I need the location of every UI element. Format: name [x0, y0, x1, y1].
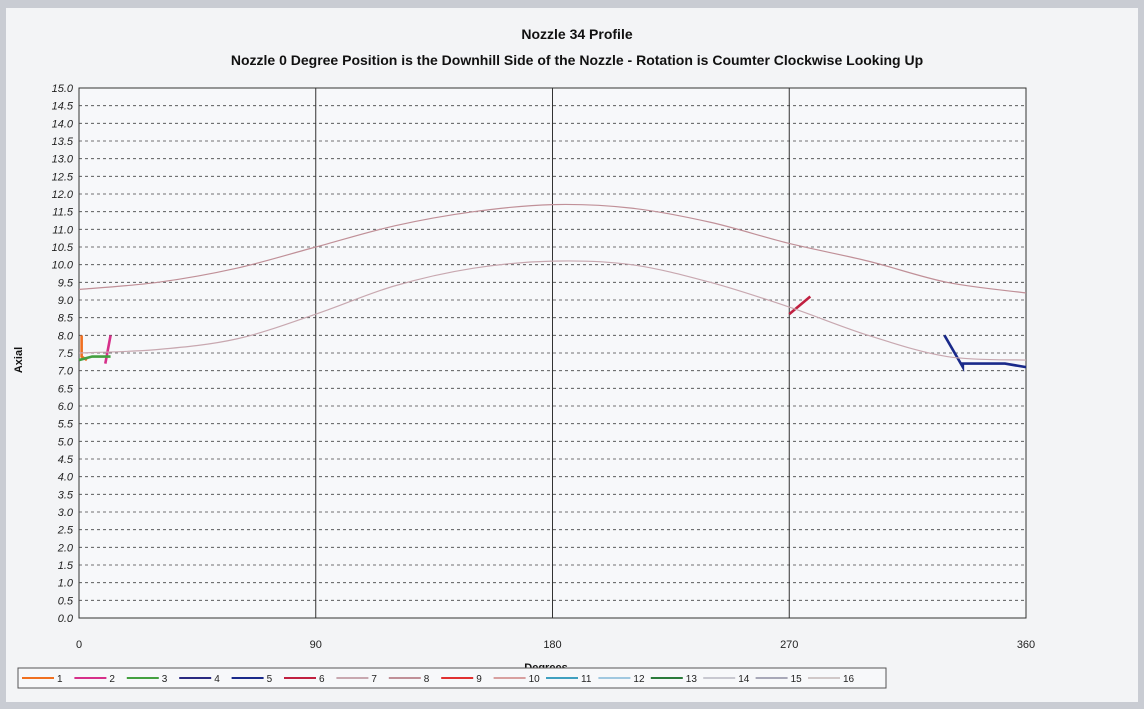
x-tick-label: 0 — [76, 639, 82, 651]
y-tick-label: 0.0 — [58, 613, 74, 625]
legend-label-7: 7 — [371, 674, 377, 685]
y-tick-label: 10.5 — [52, 242, 74, 254]
y-axis-title: Axial — [13, 347, 25, 373]
y-tick-label: 7.5 — [58, 348, 74, 360]
legend-label-6: 6 — [319, 674, 325, 685]
y-tick-label: 10.0 — [52, 260, 74, 272]
y-tick-label: 14.0 — [52, 118, 74, 130]
y-tick-label: 11.5 — [52, 207, 73, 219]
legend-label-12: 12 — [633, 674, 645, 685]
y-tick-label: 6.5 — [58, 383, 74, 395]
chart-subtitle: Nozzle 0 Degree Position is the Downhill… — [231, 52, 923, 68]
y-tick-label: 5.5 — [58, 419, 74, 431]
legend-label-8: 8 — [424, 674, 430, 685]
x-tick-label: 180 — [543, 639, 561, 651]
y-tick-label: 13.0 — [52, 154, 74, 166]
series-line-7 — [78, 260, 1027, 361]
y-tick-label: 8.0 — [58, 330, 74, 342]
y-tick-label: 14.5 — [52, 101, 74, 113]
y-tick-label: 9.5 — [58, 277, 74, 289]
legend-label-16: 16 — [843, 674, 855, 685]
series-line-5 — [943, 334, 1027, 372]
legend-label-9: 9 — [476, 674, 482, 685]
x-tick-label: 90 — [310, 639, 322, 651]
legend-label-1: 1 — [57, 674, 63, 685]
y-tick-label: 5.0 — [58, 436, 74, 448]
y-tick-label: 0.5 — [58, 595, 74, 607]
legend-label-4: 4 — [214, 674, 220, 685]
y-tick-label: 13.5 — [52, 136, 74, 148]
legend-label-11: 11 — [581, 674, 592, 685]
x-tick-label: 360 — [1017, 639, 1035, 651]
y-tick-labels: 0.0 0.5 1.0 1.5 2.0 2.5 3.0 3.5 4.0 4.5 5.0 5.5 6.0 6… — [52, 83, 74, 625]
y-tick-label: 12.5 — [52, 171, 74, 183]
legend-label-2: 2 — [109, 674, 115, 685]
series-line-8 — [78, 203, 1027, 294]
y-tick-label: 9.0 — [58, 295, 74, 307]
legend-label-13: 13 — [686, 674, 698, 685]
y-tick-label: 15.0 — [52, 83, 74, 95]
y-tick-label: 4.5 — [58, 454, 74, 466]
grid-layer — [79, 88, 1026, 618]
series-line-6 — [788, 295, 812, 316]
y-tick-label: 6.0 — [58, 401, 74, 413]
y-tick-label: 1.0 — [58, 578, 74, 590]
chart-title: Nozzle 34 Profile — [521, 26, 632, 42]
series-line-3 — [78, 355, 111, 362]
legend-label-3: 3 — [162, 674, 168, 685]
y-tick-label: 12.0 — [52, 189, 74, 201]
x-tick-label: 270 — [780, 639, 798, 651]
y-tick-label: 4.0 — [58, 472, 74, 484]
chart-svg: Nozzle 34 Profile Nozzle 0 Degree Positi… — [13, 26, 1035, 689]
y-tick-label: 3.5 — [58, 489, 74, 501]
y-tick-label: 3.0 — [58, 507, 74, 519]
legend-label-15: 15 — [791, 674, 803, 685]
y-tick-label: 11.0 — [52, 224, 73, 236]
series-layer — [78, 203, 1027, 372]
y-tick-label: 8.5 — [58, 313, 74, 325]
legend-label-14: 14 — [738, 674, 750, 685]
legend: 1 2 3 4 5 6 7 8 9 10 11 12 13 14 15 16 — [22, 674, 855, 685]
x-tick-labels: 0 90 180 270 360 — [76, 639, 1035, 651]
legend-label-10: 10 — [529, 674, 541, 685]
y-tick-label: 2.0 — [57, 542, 74, 554]
legend-label-5: 5 — [267, 674, 273, 685]
y-tick-label: 7.0 — [58, 366, 74, 378]
y-tick-label: 2.5 — [57, 525, 74, 537]
chart-area: Nozzle 34 Profile Nozzle 0 Degree Positi… — [6, 8, 1138, 702]
series-line-2 — [104, 335, 112, 364]
y-tick-label: 1.5 — [58, 560, 74, 572]
